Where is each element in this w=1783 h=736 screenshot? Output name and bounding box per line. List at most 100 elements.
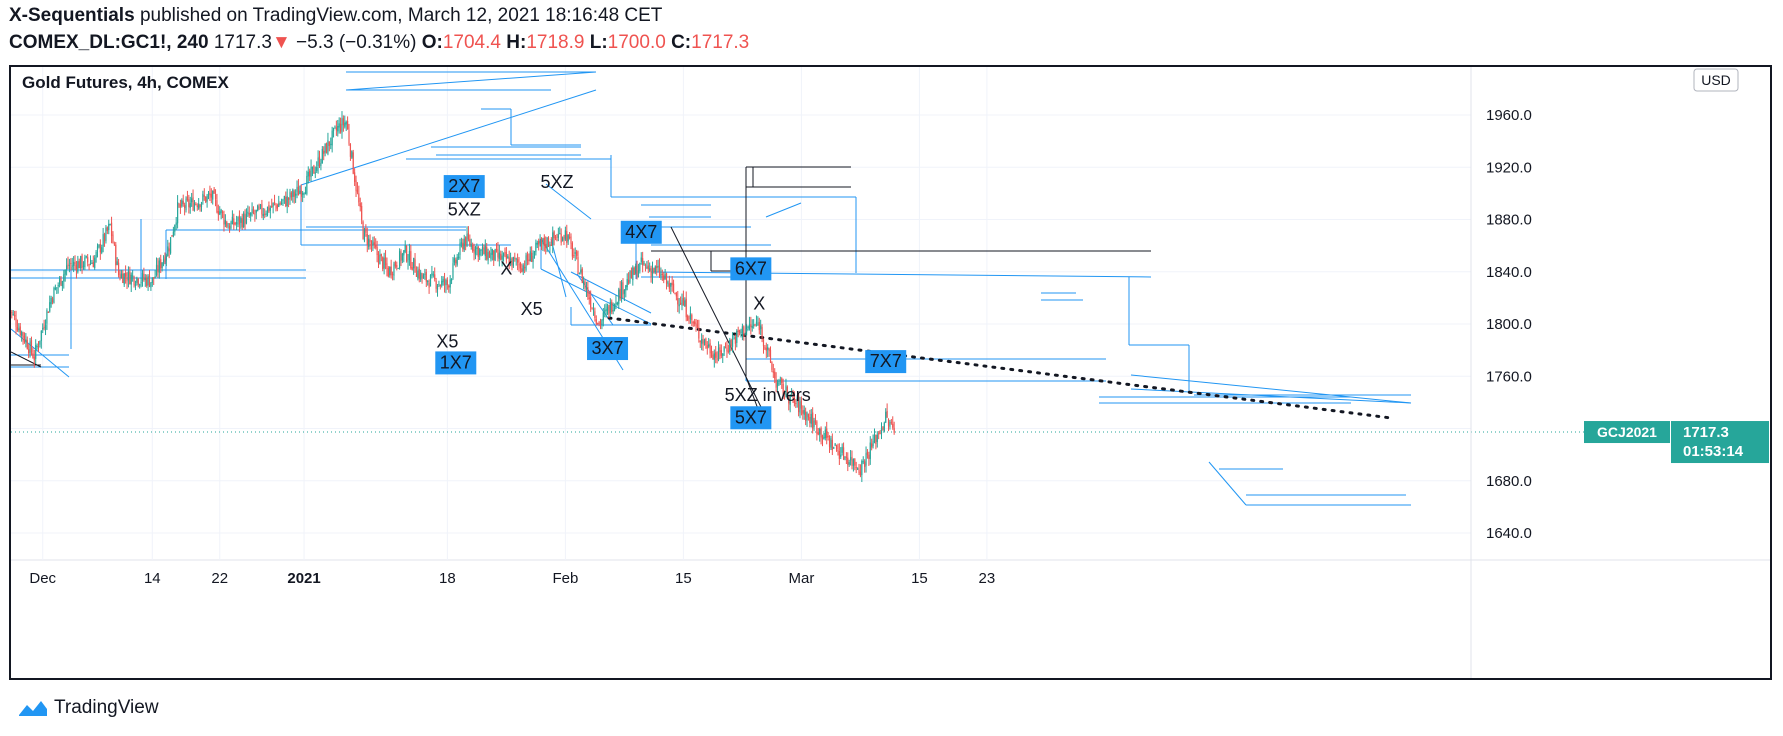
candle-body <box>557 234 559 238</box>
annotation-label[interactable]: 5X7 <box>730 406 772 430</box>
candle-body <box>650 267 652 276</box>
annotation-text[interactable]: X <box>753 294 765 314</box>
trend-line[interactable] <box>540 268 652 325</box>
candle-body <box>303 193 305 195</box>
candle-body <box>472 245 474 251</box>
candle-body <box>43 326 45 329</box>
annotation-text[interactable]: 4X7 <box>625 222 657 242</box>
candle-body <box>696 324 699 329</box>
trend-line[interactable] <box>550 238 567 298</box>
trend-line[interactable] <box>10 328 70 378</box>
candle-body <box>424 273 426 275</box>
candle-body <box>497 249 499 258</box>
annotation-label[interactable]: 1X7 <box>435 351 477 375</box>
annotation-text[interactable]: X <box>500 258 512 278</box>
annotation-box <box>730 406 772 430</box>
trend-line[interactable] <box>545 183 592 220</box>
candle-body <box>590 297 592 308</box>
candle-body <box>595 319 597 324</box>
candle-body <box>89 262 92 265</box>
annotation-label[interactable]: 2X7 <box>443 175 485 199</box>
candle-body <box>115 244 117 266</box>
candle-body <box>529 251 531 261</box>
candle-body <box>724 347 727 349</box>
candle-body <box>220 209 222 213</box>
annotation-text[interactable]: 5XZ invers <box>725 385 811 405</box>
candle-body <box>110 222 113 237</box>
footer: TradingView <box>18 697 159 719</box>
candle-body <box>560 233 562 243</box>
candle-body <box>223 214 225 225</box>
candle-body <box>540 238 543 244</box>
annotation-label[interactable]: 7X7 <box>865 350 907 374</box>
annotation-text[interactable]: 5X7 <box>735 407 767 427</box>
trend-line[interactable] <box>1130 388 1412 404</box>
price-axis[interactable]: 1960.0 1920.0 1880.0 1840.0 1800.0 1760.0 1680… <box>1470 67 1532 678</box>
candle-body <box>401 253 403 261</box>
annotation-label[interactable]: X <box>753 294 765 314</box>
annotation-label[interactable]: 5XZ <box>448 200 481 220</box>
candle-body <box>338 123 340 128</box>
annotation-label[interactable]: 6X7 <box>730 257 772 281</box>
candle-body <box>178 203 180 206</box>
footer-brand[interactable]: TradingView <box>54 697 159 718</box>
annotation-text[interactable]: X5 <box>436 332 458 352</box>
trend-line[interactable] <box>576 273 614 326</box>
candle-body <box>661 274 663 276</box>
candle-body <box>854 458 856 466</box>
trend-line[interactable] <box>570 271 652 314</box>
trend-line[interactable] <box>345 71 597 91</box>
candle-body <box>432 274 434 276</box>
annotation-text[interactable]: 1X7 <box>440 352 472 372</box>
candle-body <box>275 203 277 205</box>
candle-body <box>609 301 611 314</box>
candle-body <box>630 270 633 279</box>
candle-body <box>747 326 749 328</box>
candle-body <box>57 285 59 287</box>
trend-line[interactable] <box>1208 461 1247 506</box>
annotation-label[interactable]: 3X7 <box>587 337 629 361</box>
annotation-text[interactable]: 5XZ <box>540 172 573 192</box>
annotation-text[interactable]: 6X7 <box>735 258 767 278</box>
candle-body <box>733 338 735 340</box>
candle-body <box>109 224 111 226</box>
trend-line[interactable] <box>1130 374 1412 404</box>
annotation-label[interactable]: X <box>500 258 512 278</box>
candle-body <box>591 308 593 310</box>
high-label: H: <box>506 32 527 53</box>
candle-body <box>19 326 21 335</box>
candle-body <box>597 323 599 325</box>
candle-body <box>604 310 606 312</box>
dotted-trend-line[interactable] <box>607 316 1393 420</box>
trend-line[interactable] <box>300 89 597 186</box>
candle-body <box>313 165 315 174</box>
annotation-label[interactable]: 5XZ <box>540 172 573 192</box>
annotation-label[interactable]: 5XZ invers <box>725 385 811 405</box>
candle-body <box>481 247 484 250</box>
candle-body <box>699 340 701 343</box>
annotation-text[interactable]: 3X7 <box>592 338 624 358</box>
annotation-text[interactable]: X5 <box>521 299 543 319</box>
annotation-label[interactable]: 4X7 <box>620 220 662 244</box>
currency-label[interactable]: USD <box>1701 72 1731 88</box>
trend-line[interactable] <box>670 226 767 418</box>
annotation-text[interactable]: 2X7 <box>448 176 480 196</box>
annotation-label[interactable]: X5 <box>521 299 543 319</box>
candle-body <box>501 255 503 260</box>
candle-body <box>198 203 200 209</box>
candle-body <box>556 239 558 241</box>
author-name[interactable]: X-Sequentials <box>9 5 135 26</box>
trend-line[interactable] <box>650 271 1152 278</box>
ohlc-line: COMEX_DL:GC1!, 240 1717.3▼ −5.3 (−0.31%)… <box>9 32 749 54</box>
time-axis[interactable]: Dec 14 22 2021 18 Feb 15 Mar 15 23 <box>29 570 995 587</box>
annotation-text[interactable]: 5XZ <box>448 200 481 220</box>
currency-button[interactable]: USD <box>1693 68 1739 92</box>
annotation-text[interactable]: 7X7 <box>870 351 902 371</box>
tradingview-logo-icon[interactable] <box>18 699 48 717</box>
annotation-label[interactable]: X5 <box>436 332 458 352</box>
candle-body <box>137 278 139 285</box>
trend-line[interactable] <box>765 202 802 218</box>
candle-body <box>70 263 72 265</box>
candle-body <box>656 266 658 269</box>
